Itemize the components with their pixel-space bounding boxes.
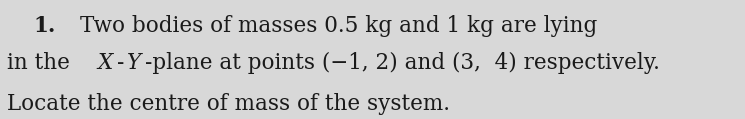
- Text: Locate the centre of mass of the system.: Locate the centre of mass of the system.: [7, 93, 451, 114]
- Text: -plane at points (−1, 2) and (3,  4) respectively.: -plane at points (−1, 2) and (3, 4) resp…: [145, 52, 660, 74]
- Text: in the: in the: [7, 52, 77, 74]
- Text: X: X: [98, 52, 112, 74]
- Text: Two bodies of masses 0.5 kg and 1 kg are lying: Two bodies of masses 0.5 kg and 1 kg are…: [80, 15, 597, 37]
- Text: Y: Y: [127, 52, 141, 74]
- Text: -: -: [117, 52, 124, 74]
- Text: 1.: 1.: [34, 15, 56, 37]
